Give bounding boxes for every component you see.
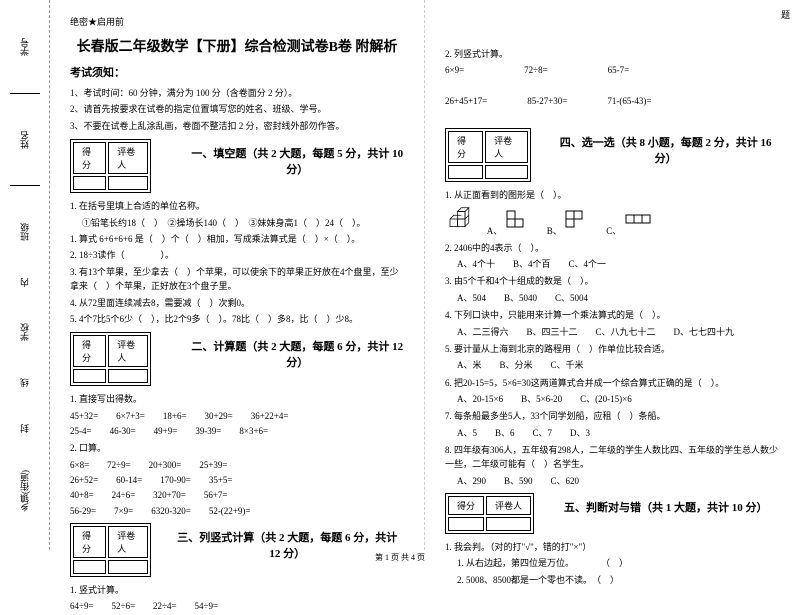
q1-sub: 3. 有13个苹果，至少拿去（ ）个苹果，可以使余下的苹果正好放在4个盘里，至少… <box>70 265 404 294</box>
opt-row: A、5B、6C、7D、3 <box>445 426 780 441</box>
page-footer: 第 1 页 共 4 页 <box>0 552 800 563</box>
q3-t: 1. 竖式计算。 <box>70 583 404 597</box>
binding-label: 学号 <box>18 38 31 56</box>
binding-line <box>10 93 40 94</box>
notice-item: 3、不要在试卷上乱涂乱画，卷面不整洁扣 2 分，密封线外部勿作答。 <box>70 119 404 133</box>
calc-row: 64÷9=52÷6=22÷4=54÷9= <box>70 599 404 614</box>
q4-i4: 4. 下列口诀中，只能用来计算一个乘法算式的是（ ）。 <box>445 308 780 322</box>
left-column: 绝密★启用前 长春版二年级数学【下册】综合检测试卷B卷 附解析 考试须知： 1、… <box>50 0 425 550</box>
calc-row: 6×8=72÷9=20+300=25+39= <box>70 458 404 473</box>
grader-col: 评卷人 <box>108 142 147 174</box>
binding-mark: 线 <box>18 378 31 387</box>
score-box: 得分评卷人 <box>445 128 531 182</box>
calc-row: 45+32=6×7+3=18+6=30+29=36+22+4= <box>70 409 404 424</box>
q4-i7: 7. 每条船最多坐5人，33个同学划船，应租（ ）条船。 <box>445 409 780 423</box>
q4-i6: 6. 把20-15=5，5×6=30这两道算式合并成一个综合算式正确的是（ ）。 <box>445 376 780 390</box>
section-2-header: 得分评卷人 二、计算题（共 2 大题，每题 6 分，共计 12 分） <box>70 328 404 390</box>
q1-sub: 1. 算式 6+6+6+6 是（ ）个（ ）相加，写成乘法算式是（ ）×（ ）。 <box>70 232 404 246</box>
binding-mark: 内 <box>18 278 31 287</box>
q1-item: ①铅笔长约18（ ） ②操场长140（ ） ③妹妹身高1（ ）24（ ）。 <box>70 216 404 230</box>
section-5-title: 五、判断对与错（共 1 大题，共计 10 分） <box>564 499 768 515</box>
section-5-header: 得分评卷人 五、判断对与错（共 1 大题，共计 10 分） <box>445 489 780 538</box>
q2-t2: 2. 口算。 <box>70 441 404 455</box>
calc-row: 6×9=72÷8=65-7= <box>445 63 780 78</box>
content-area: 绝密★启用前 长春版二年级数学【下册】综合检测试卷B卷 附解析 考试须知： 1、… <box>50 0 800 550</box>
q4-i3: 3. 由5个千和4个十组成的数是（ ）。 <box>445 274 780 288</box>
q4-i2: 2. 2406中的4表示（ ）。 <box>445 241 780 255</box>
section-3-header: 得分评卷人 三、列竖式计算（共 2 大题，每题 6 分，共计 12 分） <box>70 519 404 581</box>
opt-row: A、504B、5040C、5004 <box>445 291 780 306</box>
cube-icon <box>445 204 485 234</box>
section-1-header: 得分评卷人 一、填空题（共 2 大题，每题 5 分，共计 10 分） <box>70 135 404 197</box>
binding-mark: 封 <box>18 424 31 433</box>
score-box: 得分评卷人 <box>445 493 534 534</box>
section-2-title: 二、计算题（共 2 大题，每题 6 分，共计 12 分） <box>191 338 404 370</box>
opt-row: A、米B、分米C、千米 <box>445 358 780 373</box>
col2-top-t: 2. 列竖式计算。 <box>445 47 780 61</box>
opt-a-icon <box>505 204 525 234</box>
binding-label: 乡镇(街道) <box>18 470 31 512</box>
opt-row: A、290B、590C、620 <box>445 474 780 489</box>
notice-item: 2、请首先按要求在试卷的指定位置填写您的姓名、班级、学号。 <box>70 102 404 116</box>
notice-title: 考试须知： <box>70 64 404 80</box>
section-4-title: 四、选一选（共 8 小题，每题 2 分，共计 16 分） <box>551 134 780 166</box>
calc-row: 25-4=46-30=49+9=39-39=8×3+6= <box>70 424 404 439</box>
q4-cubes: A、 B、 C、 <box>445 204 780 238</box>
q1-sub: 5. 4个7比5个6少（ ），比2个9多（ ）。78比（ ）多8，比（ ）少8。 <box>70 312 404 326</box>
opt-c-icon <box>624 204 654 234</box>
corner-label: 题 <box>781 8 790 21</box>
q1-stem: 1. 在括号里填上合适的单位名称。 <box>70 199 404 213</box>
score-box: 得分评卷人 <box>70 523 151 577</box>
calc-row: 26+52=60-14=170-90=35+5= <box>70 473 404 488</box>
secret-label: 绝密★启用前 <box>70 15 404 28</box>
q5-item: 2. 5008、8500都是一个零也不读。 （ ） <box>445 573 780 587</box>
score-box: 得分评卷人 <box>70 332 151 386</box>
exam-title: 长春版二年级数学【下册】综合检测试卷B卷 附解析 <box>70 36 404 56</box>
score-box: 得分评卷人 <box>70 139 151 193</box>
right-column: 题 2. 列竖式计算。 6×9=72÷8=65-7= 26+45+17=85-2… <box>425 0 800 550</box>
calc-row: 56-29=7×9=6320-320=52-(22+9)= <box>70 504 404 519</box>
q2-t1: 1. 直接写出得数。 <box>70 392 404 406</box>
binding-label: 姓名 <box>18 131 31 149</box>
notice-item: 1、考试时间：60 分钟，满分为 100 分（含卷面分 2 分）。 <box>70 86 404 100</box>
calc-row: 26+45+17=85-27+30=71-(65-43)= <box>445 94 780 109</box>
binding-margin: 学号 姓名 班级 内 学校 线 封 乡镇(街道) <box>0 0 50 550</box>
binding-label: 学校 <box>18 323 31 341</box>
exam-page: 学号 姓名 班级 内 学校 线 封 乡镇(街道) 绝密★启用前 长春版二年级数学… <box>0 0 800 550</box>
q1-sub: 4. 从72里面连续减去8，需要减（ ）次剩0。 <box>70 296 404 310</box>
q4-i8: 8. 四年级有306人，五年级有298人，二年级的学生人数比四、五年级的学生总人… <box>445 443 780 472</box>
binding-label: 班级 <box>18 223 31 241</box>
opt-row: A、二三得六B、四三十二C、八九七十二D、七七四十九 <box>445 325 780 340</box>
score-col: 得分 <box>73 142 106 174</box>
opt-b-icon <box>564 204 584 234</box>
q1-sub: 2. 18÷3读作（ ）。 <box>70 248 404 262</box>
opt-row: A、4个十B、4个百C、4个一 <box>445 257 780 272</box>
section-1-title: 一、填空题（共 2 大题，每题 5 分，共计 10 分） <box>191 145 404 177</box>
section-4-header: 得分评卷人 四、选一选（共 8 小题，每题 2 分，共计 16 分） <box>445 124 780 186</box>
q4-i5: 5. 要计量从上海到北京的路程用（ ）作单位比较合适。 <box>445 342 780 356</box>
opt-row: A、20-15×6B、5×6-20C、(20-15)×6 <box>445 392 780 407</box>
q4-i1: 1. 从正面看到的图形是（ ）。 <box>445 188 780 202</box>
binding-line <box>10 185 40 186</box>
calc-row: 40+8=24÷6=320+70=56+7= <box>70 488 404 503</box>
